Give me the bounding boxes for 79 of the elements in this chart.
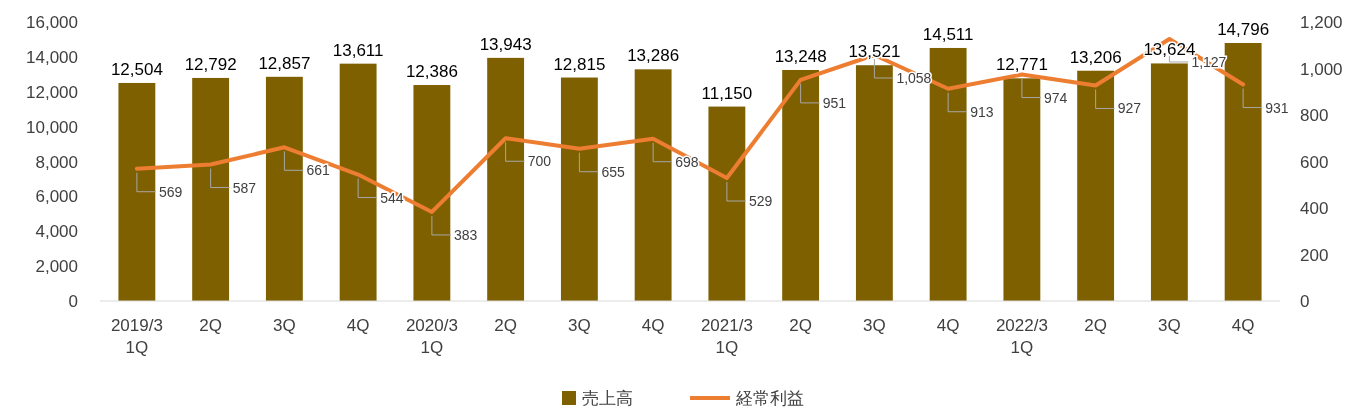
- y-tick-label: 4,000: [35, 222, 78, 242]
- bar: [929, 47, 967, 301]
- data-label: 974: [1043, 89, 1068, 106]
- data-label: 12,792: [184, 54, 237, 74]
- y2-tick-label: 1,000: [1300, 59, 1343, 79]
- y-tick-label: 10,000: [26, 117, 78, 137]
- x-tick-label: 2021/3 1Q: [700, 316, 753, 357]
- bar: [339, 63, 377, 301]
- bar: [782, 69, 820, 301]
- data-label: 544: [380, 189, 404, 206]
- x-tick-label: 2Q: [789, 316, 812, 335]
- data-label: 569: [158, 183, 183, 200]
- y2-tick-label: 800: [1300, 106, 1329, 125]
- bar: [1224, 42, 1262, 301]
- bar: [118, 82, 156, 301]
- x-tick-label: 2019/3 1Q: [110, 316, 163, 357]
- data-label: 700: [527, 153, 552, 170]
- x-tick-label: 2Q: [199, 316, 222, 335]
- y2-tick-label: 200: [1300, 245, 1329, 265]
- data-label: 12,857: [258, 53, 311, 73]
- y-tick-label: 16,000: [26, 13, 78, 32]
- x-tick-label: 2Q: [494, 316, 517, 335]
- data-label: 13,943: [479, 34, 532, 54]
- data-label: 383: [453, 226, 478, 243]
- x-tick-label: 3Q: [1158, 316, 1181, 335]
- x-tick-label: 4Q: [641, 316, 665, 335]
- data-label: 13,248: [774, 46, 827, 66]
- data-label: 951: [822, 94, 847, 111]
- data-label: 14,796: [1217, 19, 1270, 39]
- data-label: 13,206: [1069, 47, 1122, 67]
- y2-tick-label: 400: [1300, 199, 1329, 218]
- bar: [265, 76, 303, 301]
- data-label: 13,611: [332, 40, 384, 60]
- bar: [560, 77, 598, 301]
- data-label: 698: [675, 153, 699, 170]
- y2-tick-label: 600: [1300, 152, 1329, 172]
- bar: [634, 69, 672, 301]
- data-label: 13,521: [848, 42, 901, 62]
- x-tick-label: 4Q: [346, 316, 370, 335]
- data-label: 13,286: [627, 46, 680, 66]
- y-tick-label: 0: [68, 292, 78, 311]
- x-tick-label: 3Q: [273, 316, 296, 335]
- bar: [1077, 70, 1115, 301]
- data-label: 14,511: [922, 24, 974, 44]
- bar: [708, 106, 746, 301]
- data-label: 661: [306, 162, 330, 179]
- data-label: 12,815: [553, 54, 606, 74]
- y-tick-label: 6,000: [35, 187, 78, 207]
- x-tick-label: 2020/3 1Q: [405, 316, 458, 357]
- x-tick-label: 4Q: [1231, 316, 1255, 335]
- y-tick-label: 12,000: [26, 82, 78, 102]
- data-label: 655: [601, 163, 625, 180]
- x-tick-label: 2Q: [1084, 316, 1107, 335]
- data-label: 12,771: [995, 55, 1048, 75]
- bar: [1150, 63, 1188, 301]
- bar: [192, 77, 230, 301]
- data-label: 11,150: [701, 83, 753, 103]
- y2-tick-label: 1,200: [1300, 13, 1343, 32]
- y-tick-label: 14,000: [26, 47, 78, 67]
- x-tick-label: 3Q: [863, 316, 886, 335]
- legend-label: 経常利益: [735, 389, 804, 408]
- data-label: 913: [970, 103, 994, 120]
- x-tick-label: 3Q: [568, 316, 591, 335]
- y-tick-label: 2,000: [35, 257, 78, 277]
- data-label: 931: [1265, 99, 1289, 116]
- data-label: 529: [748, 193, 773, 210]
- bar: [1003, 78, 1041, 301]
- bar: [413, 85, 451, 301]
- y2-tick-label: 0: [1300, 292, 1310, 311]
- data-label: 12,386: [405, 62, 458, 82]
- x-tick-label: 4Q: [936, 316, 960, 335]
- x-tick-label: 2022/3 1Q: [995, 316, 1048, 357]
- data-label: 927: [1117, 100, 1142, 117]
- y-tick-label: 8,000: [35, 152, 78, 172]
- legend-label: 売上高: [582, 389, 633, 408]
- data-label: 587: [232, 179, 257, 196]
- bar: [855, 65, 893, 301]
- bar: [487, 57, 525, 301]
- data-label: 12,504: [110, 59, 163, 79]
